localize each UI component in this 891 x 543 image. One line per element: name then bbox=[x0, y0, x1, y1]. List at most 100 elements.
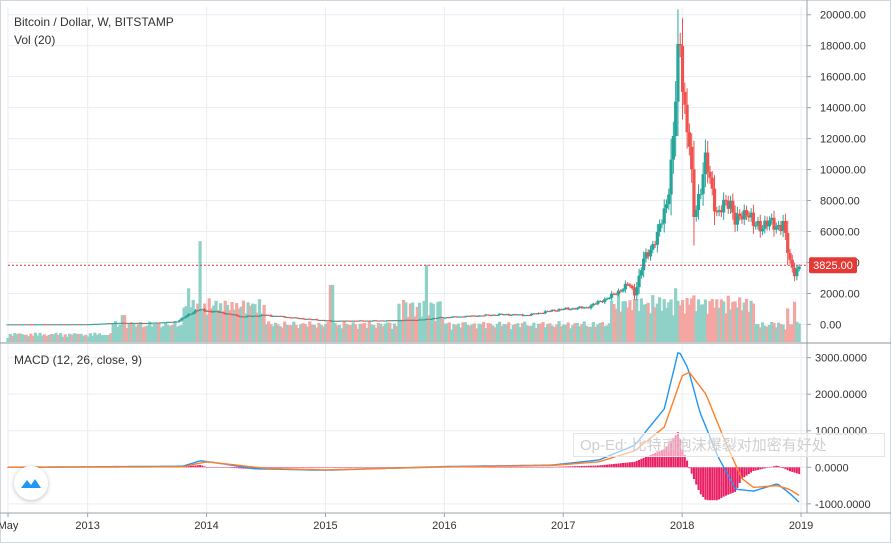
candle-body bbox=[690, 146, 694, 170]
volume-bar bbox=[642, 304, 646, 342]
volume-bar bbox=[701, 304, 705, 342]
candle-body bbox=[733, 212, 737, 225]
volume-bar bbox=[738, 297, 742, 342]
candle-body bbox=[546, 311, 550, 313]
macd-histogram-bar bbox=[711, 467, 714, 501]
macd-histogram-bar bbox=[633, 461, 636, 468]
macd-histogram-bar bbox=[356, 467, 359, 468]
candle-body bbox=[326, 320, 330, 322]
candle-body bbox=[54, 324, 58, 326]
tradingview-logo-icon[interactable] bbox=[14, 466, 48, 500]
volume-bar bbox=[36, 335, 40, 342]
volume-bar bbox=[571, 325, 575, 342]
candle-body bbox=[491, 314, 495, 316]
volume-bar bbox=[152, 323, 156, 342]
candle-body bbox=[129, 322, 134, 324]
candle-body bbox=[431, 318, 435, 320]
macd-histogram-bar bbox=[496, 466, 499, 468]
symbol-legend[interactable]: Bitcoin / Dollar, W, BITSTAMP bbox=[14, 15, 174, 29]
candle-body bbox=[779, 224, 783, 232]
volume-bar bbox=[591, 322, 595, 342]
candle-body bbox=[379, 320, 383, 322]
volume-bar bbox=[299, 324, 303, 342]
candle-body bbox=[406, 319, 410, 321]
candle-body bbox=[754, 225, 758, 227]
macd-histogram-bar bbox=[276, 467, 279, 468]
volume-bar bbox=[491, 325, 495, 342]
macd-histogram-bar bbox=[722, 467, 725, 497]
time-tick-label: 2018 bbox=[670, 520, 694, 532]
volume-bar bbox=[360, 323, 365, 342]
macd-histogram-bar bbox=[372, 467, 375, 468]
candle-body bbox=[642, 258, 646, 271]
volume-bar bbox=[20, 334, 24, 342]
macd-histogram-bar bbox=[706, 467, 709, 501]
volume-bar bbox=[372, 324, 376, 342]
candle-body bbox=[294, 317, 298, 319]
volume-bar bbox=[514, 324, 518, 342]
volume-bar bbox=[687, 304, 691, 342]
volume-bar bbox=[367, 321, 371, 342]
candle-body bbox=[511, 314, 515, 316]
candle-body bbox=[349, 320, 353, 322]
volume-bar bbox=[326, 321, 330, 342]
candle-body bbox=[763, 220, 767, 229]
macd-histogram-bar bbox=[205, 467, 208, 468]
volume-bar bbox=[703, 299, 707, 342]
candle-body bbox=[461, 316, 465, 318]
volume-bar bbox=[468, 325, 472, 342]
volume-bar bbox=[365, 327, 369, 342]
volume-bar bbox=[200, 310, 204, 342]
macd-histogram-bar bbox=[514, 466, 517, 468]
macd-histogram-bar bbox=[564, 466, 567, 468]
volume-bar bbox=[390, 328, 394, 342]
volume-layer bbox=[6, 241, 801, 342]
logo-mountain-shape bbox=[21, 479, 41, 488]
macd-histogram-bar bbox=[343, 467, 346, 468]
candle-body bbox=[360, 320, 365, 322]
volume-bar bbox=[91, 335, 95, 342]
candle-body bbox=[399, 320, 403, 322]
macd-histogram-bar bbox=[347, 467, 350, 468]
candle-body bbox=[315, 319, 319, 321]
macd-histogram-bar bbox=[363, 467, 366, 468]
volume-bar bbox=[500, 325, 504, 342]
macd-histogram-bar bbox=[530, 466, 533, 468]
volume-bar bbox=[685, 297, 689, 342]
macd-histogram-bar bbox=[189, 465, 192, 468]
volume-bar bbox=[692, 295, 696, 342]
macd-histogram-bar bbox=[631, 462, 634, 468]
candle-body bbox=[143, 322, 147, 324]
volume-legend[interactable]: Vol (20) bbox=[14, 33, 56, 47]
macd-histogram-bar bbox=[297, 467, 300, 468]
candle-body bbox=[726, 200, 730, 209]
volume-bar bbox=[321, 326, 326, 342]
volume-bar bbox=[177, 325, 182, 342]
candle-body bbox=[751, 212, 756, 226]
price-tick-label: 2000.00 bbox=[820, 288, 860, 300]
macd-histogram-bar bbox=[304, 467, 307, 468]
volume-bar bbox=[221, 312, 225, 342]
macd-histogram-bar bbox=[240, 467, 243, 469]
volume-bar bbox=[228, 309, 232, 342]
volume-bar bbox=[251, 303, 255, 342]
volume-bar bbox=[15, 334, 19, 342]
volume-bar bbox=[8, 333, 12, 342]
candle-body bbox=[17, 324, 22, 326]
volume-bar bbox=[125, 327, 129, 342]
volume-bar bbox=[717, 307, 721, 342]
volume-bar bbox=[751, 303, 756, 342]
price-tick-label: 16000.00 bbox=[820, 72, 866, 84]
candle-body bbox=[747, 215, 751, 218]
volume-bar bbox=[337, 325, 342, 342]
volume-bar bbox=[696, 299, 701, 342]
macd-legend[interactable]: MACD (12, 26, close, 9) bbox=[14, 353, 143, 367]
volume-bar bbox=[472, 323, 477, 342]
volume-bar bbox=[267, 321, 271, 342]
volume-bar bbox=[669, 299, 673, 342]
candle-body bbox=[148, 322, 152, 324]
candle-body bbox=[596, 301, 600, 304]
candle-body bbox=[164, 322, 168, 324]
candle-body bbox=[214, 311, 218, 313]
